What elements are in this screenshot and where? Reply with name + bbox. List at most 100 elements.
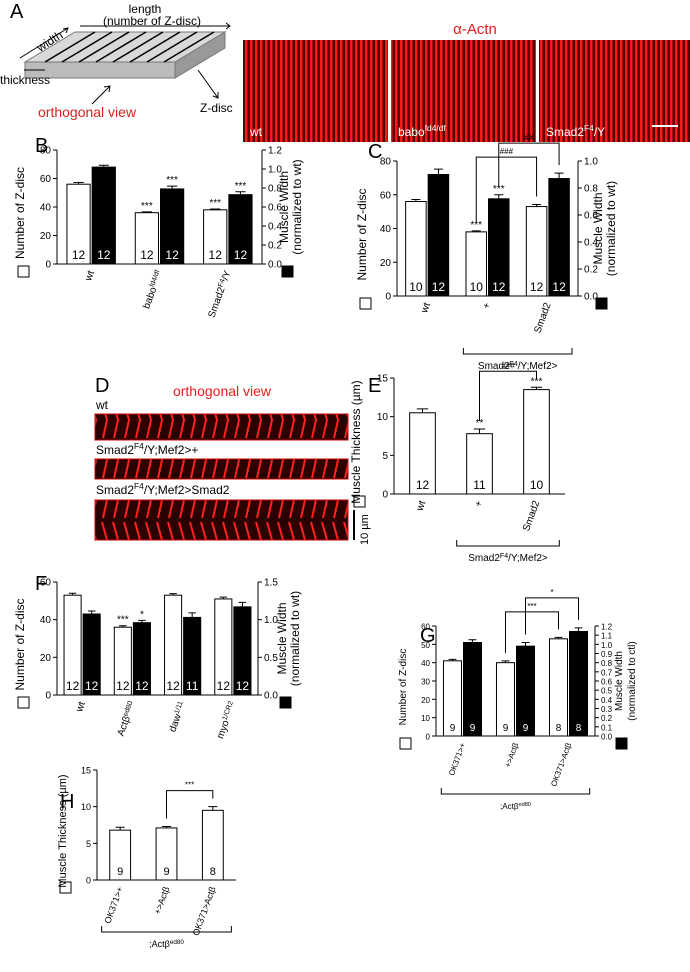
row-label-part: /Y;Mef2>+ [144,443,199,457]
y-tick-label: 0 [45,260,51,271]
error-bar [169,593,177,596]
x-tick-label: wt [414,499,428,513]
row-label: Smad2F4/Y;Mef2>+ [96,441,198,457]
group-label: Smad2F4/Y;Mef2> [468,553,548,565]
group-label-part: ed80 [518,802,530,808]
error-bar [210,208,221,210]
comparison-bracket [475,156,538,223]
y2-tick-label: 0.8 [268,184,282,195]
axis-label: Muscle Thickness (µm) [349,380,363,503]
x-tick-label: Smad2F4/Y [206,269,234,320]
x-tick-label-part: wt [74,700,88,714]
image-label-part: babo [398,125,425,139]
n-label: 12 [165,248,179,262]
y2-tick-label: 0.5 [601,687,613,696]
significance: * [140,609,144,620]
comparison-label: *** [185,781,194,790]
x-tick-label-part: 1/11 [173,700,184,715]
y-tick-label: 80 [40,146,52,157]
n-label: 12 [135,679,149,693]
panel-label: C [368,141,382,163]
n-label: 12 [492,280,506,294]
y-tick-label: 40 [421,659,430,668]
legend-swatch [59,881,72,894]
y-tick-label: 40 [40,203,52,214]
n-label: 10 [409,280,423,294]
y-tick-label: 5 [382,451,388,462]
significance: *** [235,181,247,192]
x-tick-label: myo1/CR2 [215,700,239,740]
legend-swatch [359,297,372,310]
x-tick-label-part: OK371>+ [102,885,125,925]
scale-label: 10 µm [359,514,371,545]
n-label: 12 [416,478,430,492]
n-label: 12 [236,679,250,693]
x-tick-label-part: Smad2 [206,285,227,319]
image-label-part: /Y [594,125,605,139]
n-label: 12 [530,280,544,294]
significance: *** [493,184,505,195]
error-bar [574,627,583,632]
row-label: wt [95,398,109,412]
row-label-part: F4 [134,481,144,491]
n-label: 12 [72,248,86,262]
error-bar [208,806,218,811]
y-tick-label: 0 [382,490,388,501]
error-bar [471,230,481,232]
row-label: Smad2F4/Y;Mef2>Smad2 [96,481,230,497]
y-tick-label: 0 [45,691,51,702]
error-bar [119,625,127,628]
y2-tick-label: 0.7 [601,668,613,677]
x-tick-label-part: daw [167,712,184,734]
error-bar [554,172,564,179]
orthogonal-image [94,458,349,480]
error-bar [167,185,178,189]
y2-tick-label: 0.2 [584,265,598,276]
micrograph [243,40,388,142]
x-tick-label: +>Actβ [152,885,171,915]
y2-tick-label: 0.4 [268,222,282,233]
x-tick-label-part: + [473,499,485,508]
y2-tick-label: 0.8 [601,659,613,668]
error-bar [448,658,457,661]
x-tick-label-part: ed80 [122,700,134,717]
y2-tick-label: 0.3 [601,705,613,714]
y-tick-label: 10 [81,802,91,812]
n-label: 12 [140,248,154,262]
x-tick-label-part: babo [141,285,159,310]
y-tick-label: 20 [421,696,430,705]
bar [569,631,589,737]
axis-label: Number of Z-disc [355,188,369,280]
stain-label: α-Actn [453,21,497,38]
n-label: 9 [470,723,476,734]
legend-swatch [353,495,366,508]
comparison-bracket [498,142,560,187]
n-label: 8 [556,723,562,734]
n-label: 12 [97,248,111,262]
comparison-label: *** [527,602,536,611]
y-tick-label: 60 [421,623,430,632]
panel-label: D [95,375,109,397]
image-label-part: Smad2 [546,125,584,139]
image-label: Smad2F4/Y [546,123,605,139]
y2-tick-label: 0.6 [584,211,598,222]
comparison-label: * [550,588,553,597]
y-tick-label: 10 [421,714,430,723]
micrograph [391,40,536,142]
row-label-part: Smad2 [96,443,134,457]
n-label: 11 [473,478,486,492]
panel-label: H [60,791,74,813]
error-bar [468,639,477,643]
y2-tick-label: 0.5 [264,653,278,664]
x-tick-label-part: wt [83,269,97,283]
bar [466,433,493,495]
legend-swatch [279,696,292,709]
y2-tick-label: 1.0 [601,641,613,650]
group-label: Smad2F4/Y;Mef2> [478,361,558,373]
n-label: 8 [576,723,582,734]
group-label-part: ed80 [170,939,185,946]
n-label: 12 [85,679,99,693]
axis-label: Muscle Thickness (µm) [57,774,69,887]
x-tick-label: Smad2 [521,499,542,533]
